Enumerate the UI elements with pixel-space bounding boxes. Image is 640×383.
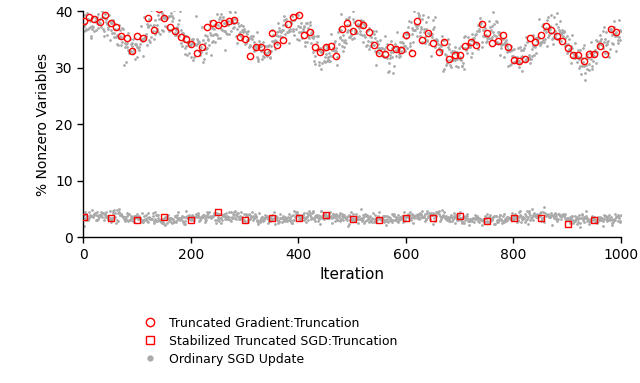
X-axis label: Iteration: Iteration xyxy=(319,267,385,282)
Legend: Truncated Gradient:Truncation, Stabilized Truncated SGD:Truncation, Ordinary SGD: Truncated Gradient:Truncation, Stabilize… xyxy=(132,311,402,370)
Y-axis label: % Nonzero Variables: % Nonzero Variables xyxy=(36,53,50,196)
